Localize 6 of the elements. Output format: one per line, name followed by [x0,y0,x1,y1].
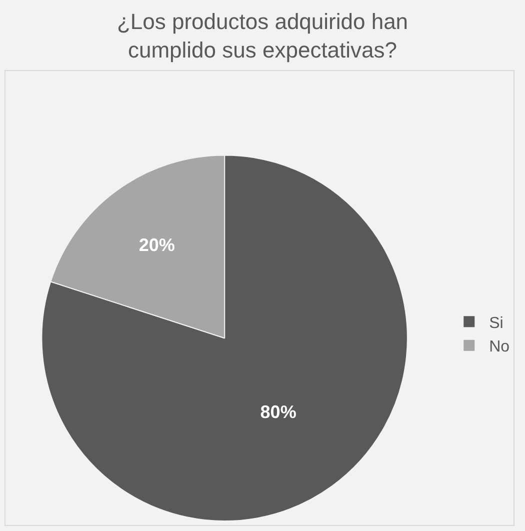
pie-slice [42,154,408,522]
data-label: 80% [260,402,296,422]
data-label: 20% [138,234,175,255]
legend-label: Si [489,314,504,332]
chart-title: ¿Los productos adquirido han cumplido sus expectativas? [116,9,408,63]
legend-label: No [489,338,510,356]
